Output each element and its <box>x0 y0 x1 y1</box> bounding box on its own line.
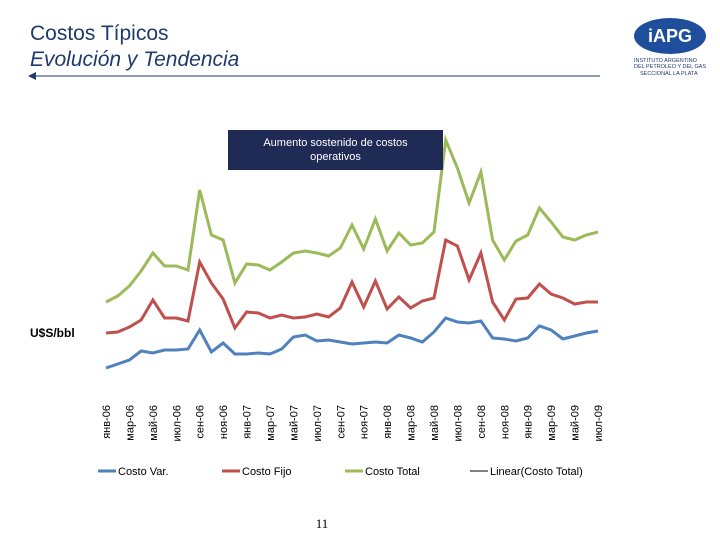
x-tick-label: янв-09 <box>523 405 535 439</box>
logo-text: DEL PETROLEO Y DEL GAS <box>634 64 706 70</box>
x-tick-label: мар-07 <box>265 405 277 441</box>
logo-badge <box>634 18 706 54</box>
page-number: 11 <box>316 516 329 531</box>
x-tick-label: июл-07 <box>312 405 324 441</box>
annotation: Aumento sostenido de costos operativos <box>263 137 408 163</box>
title: Costos Típicos <box>30 22 169 45</box>
x-tick-label: сен-06 <box>195 405 207 439</box>
y-axis-label: U$S/bbl <box>30 326 75 340</box>
legend-label: Linear(Costo Total) <box>490 466 583 478</box>
logo-text: INSTITUTO ARGENTINO <box>634 58 698 64</box>
x-tick-label: ноя-07 <box>359 405 371 439</box>
logo-mark: iAPG <box>648 26 692 46</box>
x-tick-label: янв-08 <box>382 405 394 439</box>
x-tick-label: мар-09 <box>546 405 558 441</box>
subtitle: Evolución y Tendencia <box>30 48 239 71</box>
x-tick-label: июл-06 <box>171 405 183 441</box>
x-tick-label: сен-08 <box>476 405 488 439</box>
x-tick-label: май-06 <box>148 405 160 441</box>
x-tick-label: июл-09 <box>593 405 605 441</box>
series-line <box>105 237 598 335</box>
legend-label: Costo Var. <box>118 466 169 478</box>
legend-label: Costo Fijo <box>242 466 292 478</box>
x-tick-label: сен-07 <box>335 405 347 439</box>
x-tick-label: мар-08 <box>406 405 418 441</box>
x-tick-label: мар-06 <box>124 405 136 441</box>
series-line <box>105 316 599 370</box>
annotation-holder: Aumento sostenido de costos operativos <box>263 137 408 163</box>
x-tick-label: май-07 <box>288 405 300 441</box>
x-tick-label: май-08 <box>429 405 441 441</box>
x-tick-label: янв-06 <box>101 405 113 439</box>
series-line <box>105 134 599 304</box>
x-tick-label: ноя-06 <box>218 405 230 439</box>
legend-label: Costo Total <box>365 466 420 478</box>
x-tick-label: июл-08 <box>452 405 464 441</box>
plot: янв-06 мар-06 май-06 июл-06 сен-06 ноя-06 янв-… <box>98 134 605 478</box>
rule-arrow <box>28 72 36 80</box>
x-tick-label: май-09 <box>570 405 582 441</box>
x-tick-label: ноя-08 <box>499 405 511 439</box>
annotation-box <box>228 130 443 170</box>
logo-text: SECCIONAL LA PLATA <box>640 71 698 77</box>
x-tick-label: янв-07 <box>242 405 254 439</box>
